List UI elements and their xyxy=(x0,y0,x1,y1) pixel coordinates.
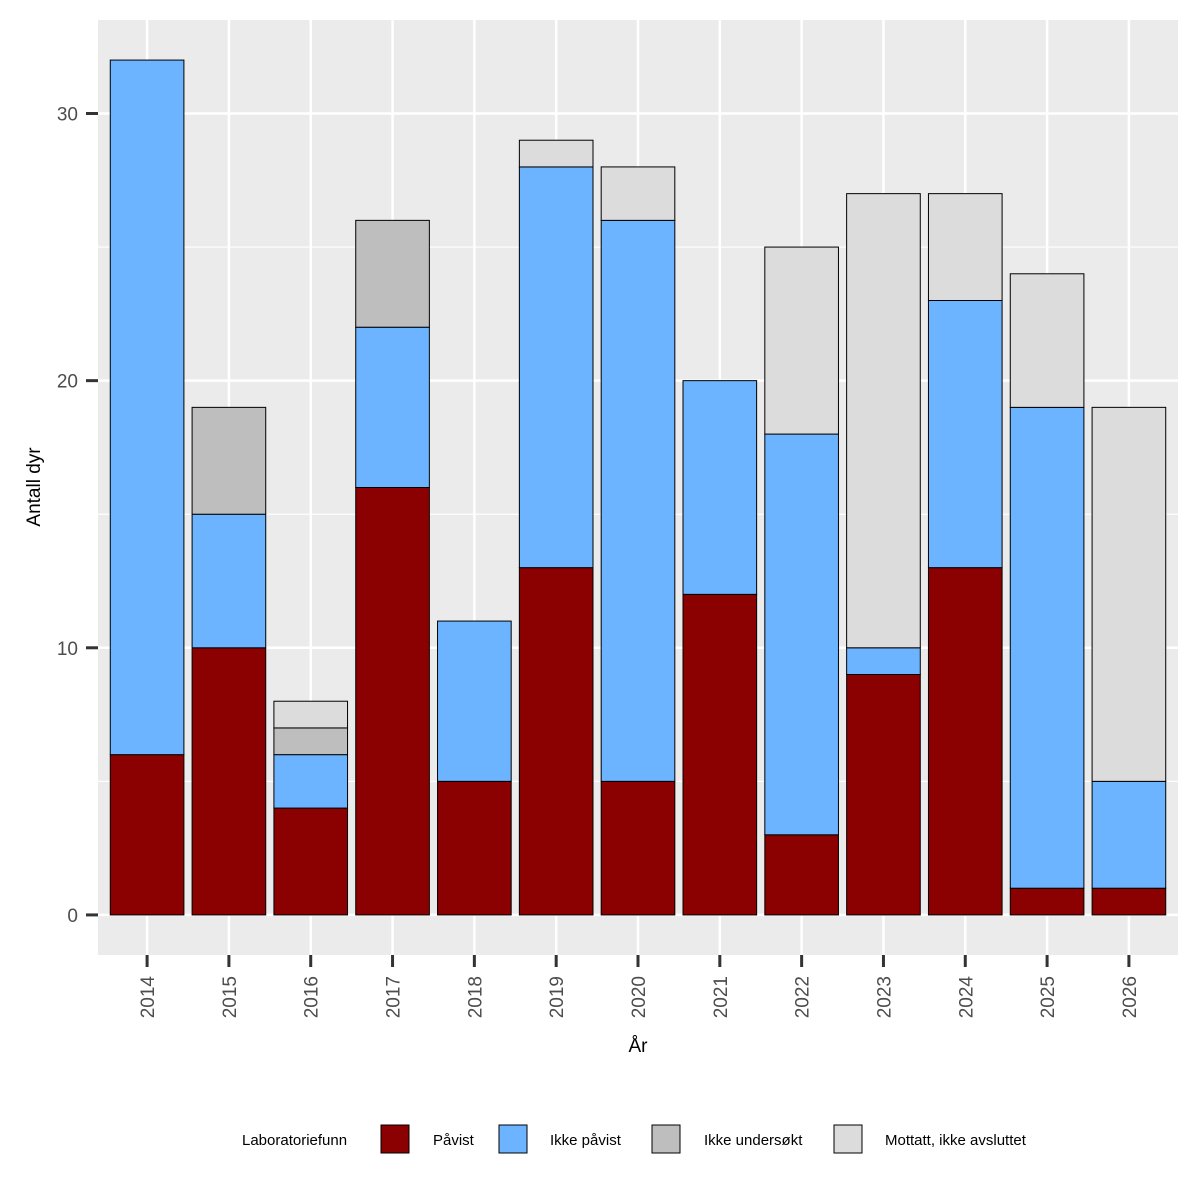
bar-segment xyxy=(273,700,349,729)
bar-segment xyxy=(682,593,758,916)
legend-label: Mottatt, ikke avsluttet xyxy=(885,1132,1027,1149)
bar-segment xyxy=(355,219,430,328)
bar-segment xyxy=(518,166,594,569)
legend-key xyxy=(498,1124,528,1154)
x-tick-label: 2023 xyxy=(874,976,895,1018)
bar-segment xyxy=(927,193,1003,301)
bar-segment xyxy=(682,380,758,595)
bar-segment xyxy=(355,326,430,489)
y-axis-title: Antall dyr xyxy=(24,447,45,527)
x-tick-label: 2022 xyxy=(793,976,814,1018)
bar-segment xyxy=(518,567,594,916)
bar-segment xyxy=(273,807,349,916)
bar-segment xyxy=(1009,406,1085,889)
bar-segment xyxy=(600,780,676,916)
legend-label: Påvist xyxy=(433,1132,475,1149)
bar-segment xyxy=(1091,887,1167,916)
bar-segment xyxy=(846,193,921,649)
y-tick-label: 30 xyxy=(57,105,78,126)
bars xyxy=(109,59,1167,916)
bar-segment xyxy=(927,567,1003,916)
y-tick-label: 20 xyxy=(57,372,78,393)
y-tick-label: 0 xyxy=(67,906,78,927)
bar-segment xyxy=(273,754,349,809)
y-axis: 0 10 20 30 xyxy=(57,105,98,927)
bar-segment xyxy=(600,219,676,782)
legend: Laboratoriefunn Påvist Ikke påvist Ikke un… xyxy=(242,1124,1027,1154)
x-axis: 2014 2015 2016 2017 2018 2019 2020 2021 2022 2023… xyxy=(138,955,1141,1018)
x-tick-label: 2017 xyxy=(384,976,405,1018)
x-tick-label: 2024 xyxy=(956,976,977,1019)
bar-segment xyxy=(191,406,267,515)
x-tick-label: 2026 xyxy=(1120,976,1141,1018)
bar-segment xyxy=(273,727,349,756)
bar-segment xyxy=(764,246,839,435)
legend-title: Laboratoriefunn xyxy=(242,1132,347,1149)
bar-segment xyxy=(109,59,185,756)
x-tick-label: 2020 xyxy=(629,976,650,1018)
x-axis-title: År xyxy=(629,1036,649,1057)
bar-segment xyxy=(927,300,1003,569)
bar-segment xyxy=(1091,780,1167,889)
x-tick-label: 2015 xyxy=(220,976,241,1018)
bar-segment xyxy=(764,433,839,836)
bar-segment xyxy=(846,647,921,675)
bar-segment xyxy=(846,674,921,916)
x-tick-label: 2021 xyxy=(711,976,732,1018)
bar-segment xyxy=(437,620,512,782)
x-tick-label: 2018 xyxy=(465,976,486,1018)
legend-label: Ikke påvist xyxy=(550,1132,622,1149)
y-tick-label: 10 xyxy=(57,639,78,660)
x-tick-label: 2016 xyxy=(302,976,323,1018)
bar-segment xyxy=(109,754,185,916)
bar-segment xyxy=(191,647,267,916)
bar-segment xyxy=(437,780,512,916)
bar-segment xyxy=(518,139,594,168)
legend-key xyxy=(380,1124,410,1154)
legend-key xyxy=(651,1124,681,1154)
legend-label: Ikke undersøkt xyxy=(704,1132,803,1149)
bar-segment xyxy=(1009,887,1085,916)
legend-key xyxy=(833,1124,863,1154)
x-tick-label: 2014 xyxy=(138,976,159,1019)
bar-segment xyxy=(600,166,676,221)
x-tick-label: 2019 xyxy=(547,976,568,1018)
bar-segment xyxy=(1091,406,1167,782)
bar-segment xyxy=(764,834,839,916)
bar-segment xyxy=(355,487,430,916)
bar-segment xyxy=(191,513,267,649)
bar-segment xyxy=(1009,273,1085,408)
x-tick-label: 2025 xyxy=(1038,976,1059,1018)
